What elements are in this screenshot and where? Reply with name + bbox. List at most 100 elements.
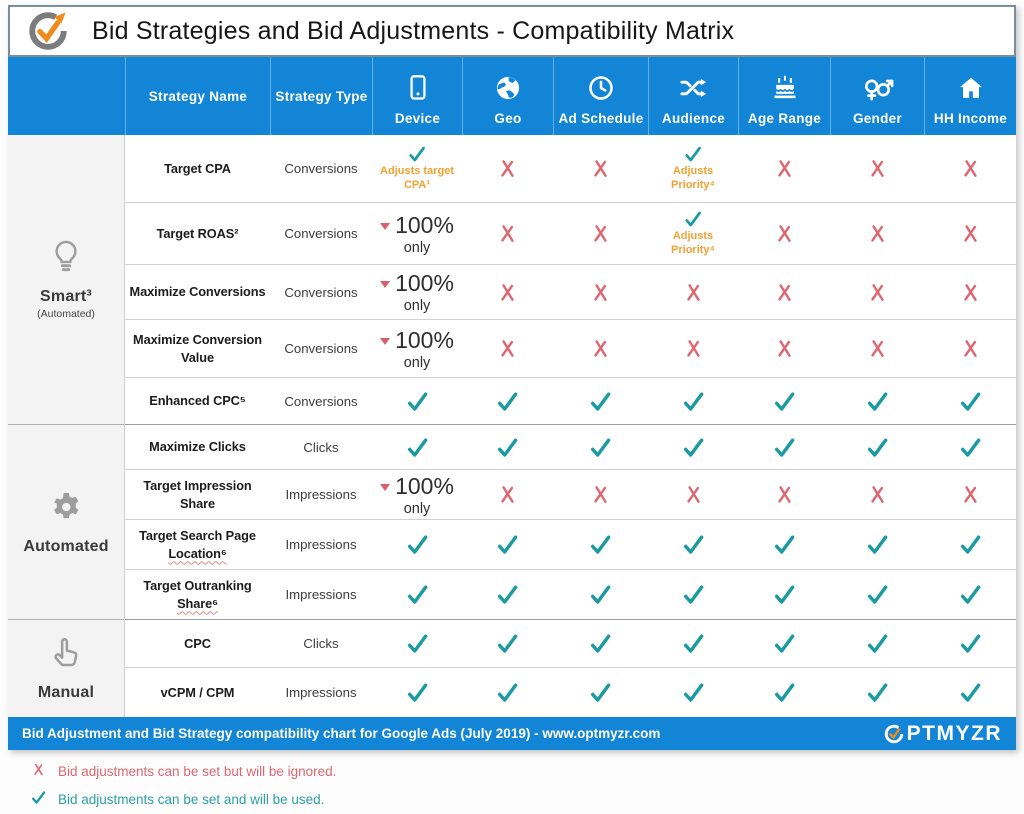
ad-schedule-cell (553, 520, 648, 569)
column-header-geo: Geo (462, 57, 553, 135)
strategy-type-cell: Conversions (284, 161, 358, 176)
hh-income-cell (924, 620, 1016, 667)
hh-income-cell (924, 135, 1016, 202)
hh-income-cell (924, 203, 1016, 264)
gender-cell (830, 570, 924, 619)
gender-cell (830, 203, 924, 264)
column-header-audience: Audience (648, 57, 738, 135)
hh-income-cell (924, 320, 1016, 377)
device-cell (372, 378, 462, 424)
pct-qualifier: only (403, 298, 431, 314)
cake-icon (771, 72, 799, 102)
audience-cell (648, 520, 738, 569)
strategy-type-cell: Impressions (285, 587, 357, 602)
ad-schedule-cell (553, 320, 648, 377)
strategy-name-cell: Target Search Page Location⁶ (139, 528, 256, 561)
legend-ignored-text: Bid adjustments can be set but will be i… (58, 763, 337, 779)
gender-cell (830, 265, 924, 319)
gender-cell (830, 425, 924, 469)
geo-cell (462, 135, 553, 202)
pct-value: 100% (395, 326, 454, 353)
column-header-strategy-type: Strategy Type (270, 57, 372, 135)
group-sublabel: (Automated) (37, 308, 95, 320)
device-cell: Adjusts target CPA¹ (372, 135, 462, 202)
wordmark-text: PTMYZR (906, 721, 1002, 745)
pct-qualifier: only (403, 500, 431, 517)
row-maximize-clicks: Maximize Clicks Clicks (125, 425, 1016, 470)
hh-income-cell (924, 668, 1016, 717)
optmyzr-logo-o-icon (883, 723, 905, 745)
age-range-cell (738, 203, 830, 264)
age-range-cell (738, 378, 830, 424)
row-target-impression-share: Target Impression Share Impressions 100% on… (125, 470, 1016, 520)
gender-icon (860, 72, 895, 102)
column-header-device: Device (372, 57, 462, 135)
down-triangle-icon (380, 281, 391, 288)
ad-schedule-cell (553, 425, 648, 469)
row-vcpm-cpm: vCPM / CPM Impressions (125, 668, 1016, 717)
device-cell (372, 620, 462, 667)
ad-schedule-cell (553, 668, 648, 717)
row-target-roas: Target ROAS² Conversions 100% only Adjusts P… (125, 203, 1016, 265)
column-header-hh-income: HH Income (924, 57, 1016, 135)
gender-cell (830, 620, 924, 667)
row-cpc: CPC Clicks (125, 620, 1016, 668)
age-range-cell (738, 320, 830, 377)
row-target-cpa: Target CPA Conversions Adjusts target CPA¹… (125, 135, 1016, 203)
globe-icon (494, 72, 522, 102)
optmyzr-wordmark: PTMYZR (883, 722, 1002, 746)
cell-note: Adjusts Priority⁴ (671, 230, 715, 256)
strategy-name-cell: Maximize Conversion Value (133, 332, 262, 365)
column-header-label: Audience (661, 111, 726, 126)
column-header-age-range: Age Range (738, 57, 830, 135)
strategy-group-manual: Manual (8, 620, 124, 717)
legend-used-text: Bid adjustments can be set and will be u… (58, 791, 325, 807)
geo-cell (462, 668, 553, 717)
geo-cell (462, 470, 553, 519)
pct-value: 100% (395, 472, 454, 499)
hh-income-cell (924, 425, 1016, 469)
audience-cell (648, 620, 738, 667)
legend-check-icon (30, 789, 47, 809)
row-maximize-conversions: Maximize Conversions Conversions 100% only (125, 265, 1016, 320)
strategy-name-cell: Target ROAS² (156, 225, 239, 241)
device-cell (372, 668, 462, 717)
age-range-cell (738, 135, 830, 202)
strategy-type-cell: Clicks (303, 636, 339, 651)
gender-cell (830, 520, 924, 569)
page-title: Bid Strategies and Bid Adjustments - Com… (92, 16, 735, 45)
shuffle-icon (679, 72, 708, 102)
geo-cell (462, 378, 553, 424)
gender-cell (830, 320, 924, 377)
audience-cell: Adjusts Priority⁴ (648, 135, 738, 202)
matrix-rows: Target CPA Conversions Adjusts target CPA¹… (125, 135, 1016, 717)
geo-cell (462, 620, 553, 667)
column-header-gender: Gender (830, 57, 924, 135)
geo-cell (462, 520, 553, 569)
audience-cell (648, 470, 738, 519)
column-header-strategy-name: Strategy Name (125, 57, 270, 135)
ad-schedule-cell (553, 378, 648, 424)
age-range-cell (738, 265, 830, 319)
strategy-name-cell: Enhanced CPC⁵ (149, 393, 246, 409)
column-header-label: HH Income (933, 111, 1008, 126)
geo-cell (462, 570, 553, 619)
strategy-name-cell: Maximize Conversions (129, 284, 266, 300)
strategy-name-cell: Maximize Clicks (149, 439, 246, 455)
column-header-ad-schedule: Ad Schedule (553, 57, 648, 135)
hand-icon (49, 635, 82, 676)
gear-icon (49, 489, 84, 530)
strategy-type-cell: Conversions (284, 284, 358, 300)
geo-cell (462, 203, 553, 264)
audience-cell (648, 668, 738, 717)
clock-icon (587, 72, 615, 102)
group-label: Smart³ (40, 288, 92, 305)
optmyzr-logo-icon (26, 8, 72, 54)
header-corner-cell (8, 57, 125, 135)
strategy-type-cell: Conversions (284, 341, 358, 356)
row-enhanced-cpc: Enhanced CPC⁵ Conversions (125, 378, 1016, 425)
row-target-search-page-location: Target Search Page Location⁶ Impressions (125, 520, 1016, 570)
audience-cell (648, 320, 738, 377)
hh-income-cell (924, 470, 1016, 519)
column-header-label: Age Range (747, 111, 822, 126)
